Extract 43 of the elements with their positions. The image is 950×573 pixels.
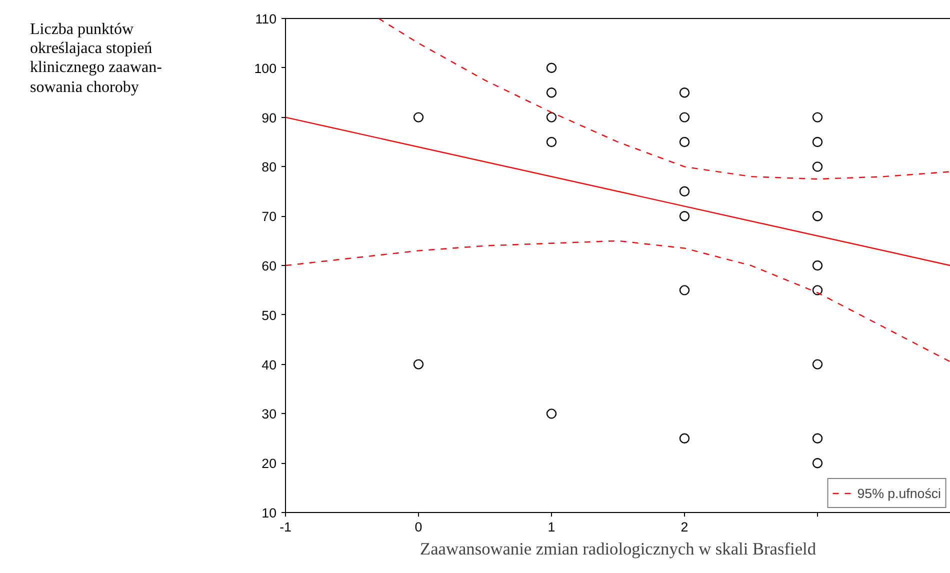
point [679,136,690,148]
y-tick-label: 10 [262,506,277,520]
point [812,260,823,271]
point [679,88,690,98]
line-series [378,18,950,180]
point [679,186,690,196]
line-series [286,240,950,362]
point [413,112,424,122]
point [812,458,823,468]
point [812,359,823,370]
x-axis-title: Zaawansowanie zmian radiologicznych w skali Brasfield [420,540,816,558]
point [546,62,557,73]
point [413,359,424,370]
y-tick-label: 30 [262,406,277,422]
y-tick-label: 90 [262,110,277,126]
point [546,136,557,148]
point [546,88,557,98]
point [812,136,823,148]
x-tick-label: 2 [680,520,688,534]
y-tick-label: 70 [262,209,277,224]
point [812,211,823,222]
point [679,211,690,222]
x-tick-label: 0 [414,520,422,534]
point [546,112,557,122]
y-tick-label: 40 [262,357,277,372]
point [679,433,690,444]
point [812,112,823,122]
point [546,408,557,419]
point [812,162,823,172]
y-tick-label: 20 [262,456,277,472]
legend-label: 95% p.ufności [857,486,941,500]
x-tick-label: -1 [280,520,292,534]
y-tick-label: 60 [262,258,277,274]
point [679,112,690,122]
point [812,433,823,444]
y-tick-label: 100 [254,60,277,76]
point [812,285,823,296]
text: Liczba punktów określajaca stopień klinicznego zaawan- sowania choroby [30,20,162,97]
y-tick-label: 50 [262,308,277,323]
y-tick-label: 110 [255,12,276,26]
x-tick-label: 1 [548,520,556,534]
point [679,285,690,296]
y-tick-label: 80 [262,160,277,175]
